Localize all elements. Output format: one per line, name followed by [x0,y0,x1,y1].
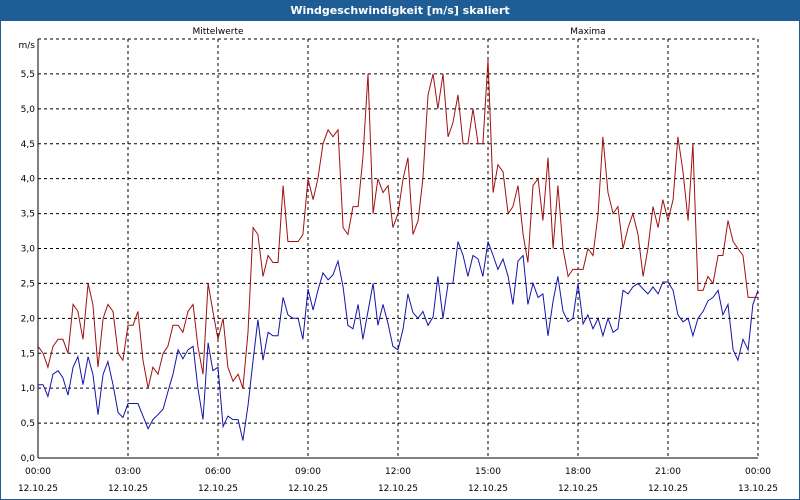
y-tick-label: 3,0 [21,245,36,255]
x-tick-date: 12.10.25 [378,484,418,494]
plot-frame [37,38,759,459]
y-axis: 0,0 0,5 1,0 1,5 2,0 2,5 3,0 3,5 4,0 4,5 5,0 5,5 m/s [19,41,36,464]
y-tick-label: 5,0 [21,105,36,115]
legend-mittelwerte: Mittelwerte [192,27,243,37]
legend-maxima: Maxima [570,27,605,37]
series-lines [38,59,758,441]
y-tick-label: 0,0 [21,454,36,464]
x-tick-time: 12:00 [385,467,411,477]
x-tick-date: 13.10.25 [738,484,778,494]
x-tick-time: 15:00 [475,467,501,477]
y-tick-label: 0,5 [21,419,35,429]
x-tick-time: 03:00 [115,467,141,477]
y-tick-label: 2,5 [21,279,35,289]
x-axis: 00:00 12.10.25 03:00 12.10.25 06:00 12.10.25 0… [18,467,778,494]
series-line-maxima [38,59,758,389]
y-tick-label: 1,0 [21,384,36,394]
x-tick-date: 12.10.25 [288,484,328,494]
y-tick-label: 3,5 [21,210,35,220]
x-tick-time: 18:00 [565,467,591,477]
x-tick-date: 12.10.25 [558,484,598,494]
y-tick-label: 4,5 [21,140,35,150]
y-tick-label: 2,0 [21,314,36,324]
y-tick-label: 4,0 [21,175,36,185]
y-axis-unit: m/s [19,41,36,51]
x-tick-time: 06:00 [205,467,231,477]
x-tick-date: 12.10.25 [468,484,508,494]
chart-title: Windgeschwindigkeit [m/s] skaliert [1,1,799,21]
x-tick-time: 09:00 [295,467,321,477]
x-tick-time: 00:00 [745,467,771,477]
x-tick-date: 12.10.25 [18,484,58,494]
x-tick-date: 12.10.25 [198,484,238,494]
legend: Mittelwerte Maxima [192,27,605,37]
grid-lines [38,39,758,459]
x-tick-date: 12.10.25 [648,484,688,494]
series-line-mittelwerte [38,241,758,441]
x-tick-time: 21:00 [655,467,681,477]
y-tick-label: 1,5 [21,349,35,359]
y-tick-label: 5,5 [21,70,35,80]
x-tick-time: 00:00 [25,467,51,477]
x-tick-date: 12.10.25 [108,484,148,494]
